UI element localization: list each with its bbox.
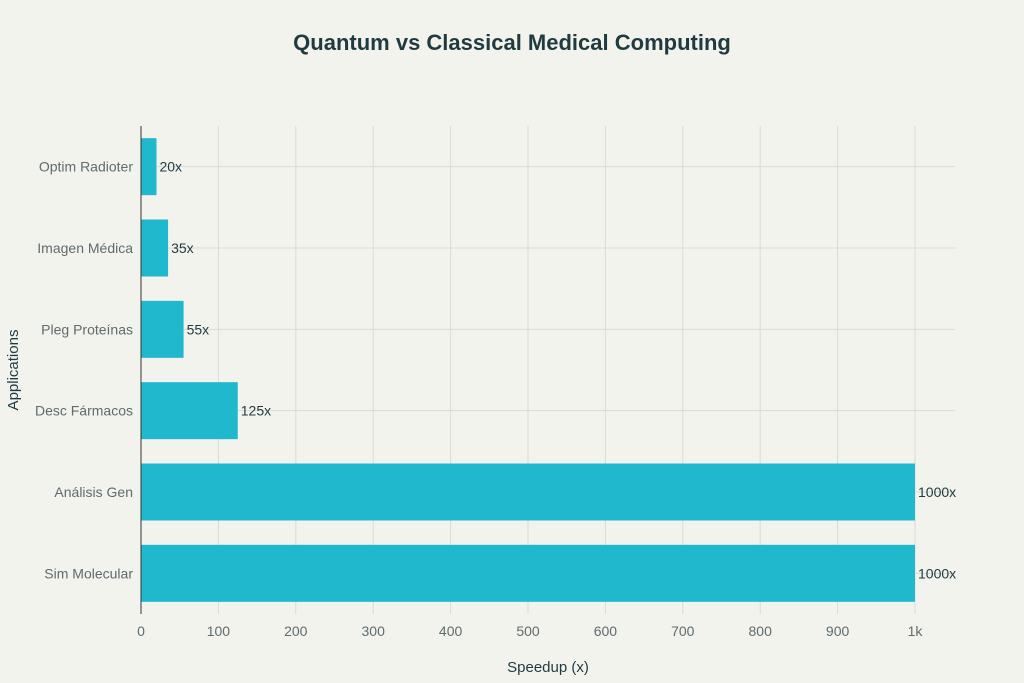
bar[interactable] [141,138,157,196]
bar[interactable] [141,300,184,358]
bar[interactable] [141,382,238,440]
x-tick-label: 900 [826,623,850,639]
bar-value-label: 35x [171,240,194,256]
x-tick-label: 100 [207,623,231,639]
bar-value-label: 20x [159,159,182,175]
bar[interactable] [141,463,915,521]
bars: 20x 35x 55x 125x 1000x 1000x [141,138,956,602]
x-tick-label: 0 [137,623,145,639]
category-label: Imagen Médica [37,240,133,256]
x-tick-label: 700 [671,623,695,639]
bar-value-label: 1000x [918,484,956,500]
x-tick-label: 200 [284,623,308,639]
y-axis-title: Applications [5,330,22,411]
x-tick-label: 500 [516,623,540,639]
x-tick-label: 400 [439,623,463,639]
category-label: Análisis Gen [54,484,133,500]
category-label: Optim Radioter [39,159,133,175]
x-axis-ticks: 0 100 200 300 400 500 600 700 800 900 1k [137,623,923,639]
x-tick-label: 300 [362,623,386,639]
chart-title: Quantum vs Classical Medical Computing [293,30,731,55]
y-axis-categories: Optim Radioter Imagen Médica Pleg Proteína… [35,159,133,582]
bar-value-label: 55x [187,321,210,337]
bar[interactable] [141,544,915,602]
bar-value-label: 1000x [918,565,956,581]
x-tick-label: 1k [908,623,924,639]
category-label: Desc Fármacos [35,403,133,419]
bar[interactable] [141,219,169,277]
category-label: Pleg Proteínas [41,321,133,337]
x-tick-label: 800 [749,623,773,639]
bar-value-label: 125x [241,403,271,419]
category-label: Sim Molecular [44,565,133,581]
x-axis-title: Speedup (x) [507,659,589,676]
grid [141,126,955,614]
x-tick-label: 600 [594,623,618,639]
